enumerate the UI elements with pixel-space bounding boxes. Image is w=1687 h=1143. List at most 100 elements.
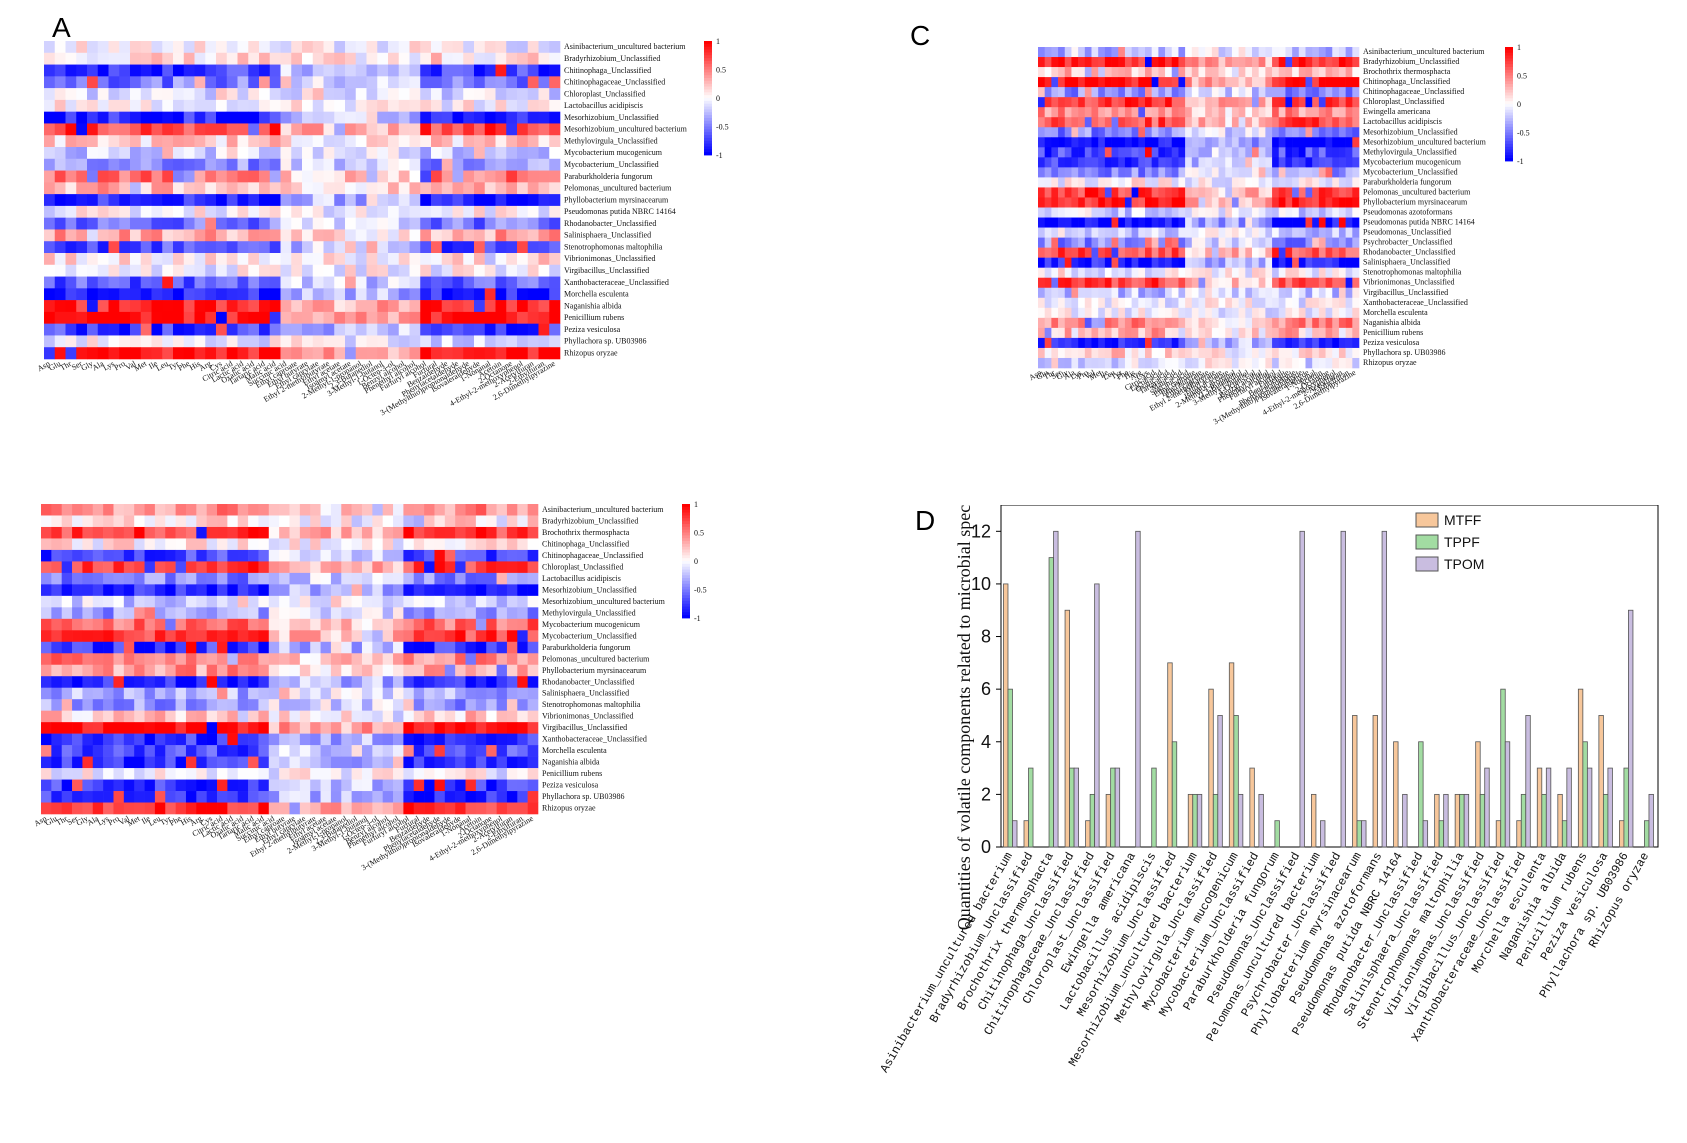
heatmap-cell (1038, 277, 1045, 289)
heatmap-cell (431, 205, 443, 218)
heatmap-cell (1091, 147, 1099, 158)
heatmap-cell (1198, 177, 1206, 188)
heatmap-cell (1225, 177, 1233, 188)
heatmap-cell (351, 699, 363, 711)
heatmap-cell (92, 779, 104, 792)
heatmap-cell (345, 288, 357, 301)
heatmap-cell (549, 76, 561, 89)
heatmap-cell (144, 641, 156, 654)
heatmap-cell (76, 288, 88, 301)
heatmap-cell (226, 288, 238, 301)
heatmap-cell (382, 595, 394, 608)
heatmap-cell (1325, 277, 1333, 289)
heatmap-cell (41, 549, 52, 562)
heatmap-cell (185, 791, 197, 803)
heatmap-cell (377, 147, 389, 160)
heatmap-cell (41, 710, 52, 723)
heatmap-cell (1325, 117, 1333, 128)
heatmap-cell (323, 99, 335, 112)
heatmap-cell (517, 194, 529, 207)
heatmap-cell (341, 630, 352, 643)
heatmap-cell (299, 676, 311, 689)
heatmap-cell (289, 641, 301, 654)
heatmap-cell (1305, 247, 1313, 258)
heatmap-cell (279, 561, 290, 574)
heatmap-cell (280, 253, 292, 266)
bar-mtff (1454, 793, 1461, 848)
heatmap-cell (268, 664, 280, 677)
heatmap-cell (351, 584, 363, 597)
heatmap-cell (1332, 227, 1340, 238)
heatmap-cell (1145, 167, 1152, 178)
heatmap-cell (1191, 127, 1199, 138)
row-label: Rhodanobacter_Unclassified (1363, 248, 1455, 257)
heatmap-cell (217, 561, 228, 574)
heatmap-cell (65, 347, 77, 360)
heatmap-cell (1205, 47, 1213, 58)
heatmap-cell (382, 526, 394, 539)
heatmap-cell (1038, 327, 1045, 339)
heatmap-cell (1138, 167, 1146, 178)
heatmap-cell (237, 756, 249, 769)
heatmap-cell (154, 802, 166, 815)
heatmap-cell (205, 288, 217, 301)
heatmap-cell (1211, 337, 1219, 349)
heatmap-cell (1145, 157, 1152, 168)
heatmap-cell (1151, 167, 1159, 178)
row-label: Chitinophagaceae_Unclassified (1363, 87, 1464, 96)
heatmap-cell (1231, 227, 1239, 238)
heatmap-cell (1151, 307, 1159, 319)
heatmap-cell (1124, 177, 1132, 188)
heatmap-cell (372, 676, 383, 689)
heatmap-cell (312, 335, 324, 348)
heatmap-cell (1111, 337, 1119, 349)
heatmap-cell (183, 194, 195, 207)
bar-tpom (1463, 793, 1470, 848)
heatmap-cell (76, 52, 88, 65)
heatmap-cell (194, 194, 206, 207)
colorbar-segment (682, 575, 690, 579)
bar-tppf (1602, 793, 1609, 848)
heatmap-cell (259, 194, 271, 207)
heatmap-cell (196, 515, 207, 528)
heatmap-cell (484, 123, 496, 136)
colorbar-segment (1505, 52, 1513, 56)
heatmap-cell (113, 515, 125, 528)
heatmap-cell (154, 779, 166, 792)
heatmap-cell (151, 182, 163, 195)
bar-tpom (1237, 793, 1244, 848)
heatmap-cell (413, 768, 425, 780)
heatmap-cell (1292, 77, 1300, 88)
bar-tppf (1561, 820, 1568, 848)
heatmap-cell (1245, 287, 1253, 299)
heatmap-cell (248, 664, 259, 677)
heatmap-cell (1098, 97, 1106, 108)
heatmap-cell (1098, 287, 1106, 299)
heatmap-cell (1318, 47, 1326, 58)
heatmap-cell (1352, 187, 1360, 198)
heatmap-cell (1312, 357, 1320, 369)
heatmap-cell (113, 756, 125, 769)
heatmap-cell (1131, 217, 1139, 228)
heatmap-cell (1252, 57, 1259, 68)
heatmap-cell (1191, 337, 1199, 349)
heatmap-cell (1265, 87, 1273, 98)
heatmap-cell (183, 205, 195, 218)
heatmap-cell (217, 791, 228, 803)
heatmap-cell (173, 64, 185, 77)
heatmap-cell (361, 710, 373, 723)
heatmap-cell (506, 135, 518, 148)
heatmap-cell (341, 779, 352, 792)
heatmap-cell (495, 323, 507, 336)
heatmap-cell (1051, 127, 1059, 138)
heatmap-cell (345, 41, 357, 54)
heatmap-cell (1305, 297, 1313, 309)
heatmap-cell (444, 618, 456, 631)
colorbar-segment (1505, 106, 1513, 111)
heatmap-cell (196, 630, 207, 643)
heatmap-cell (1238, 287, 1246, 299)
heatmap-cell (1258, 117, 1266, 128)
heatmap-cell (108, 253, 120, 266)
heatmap-cell (1051, 207, 1059, 218)
heatmap-cell (1205, 317, 1213, 329)
